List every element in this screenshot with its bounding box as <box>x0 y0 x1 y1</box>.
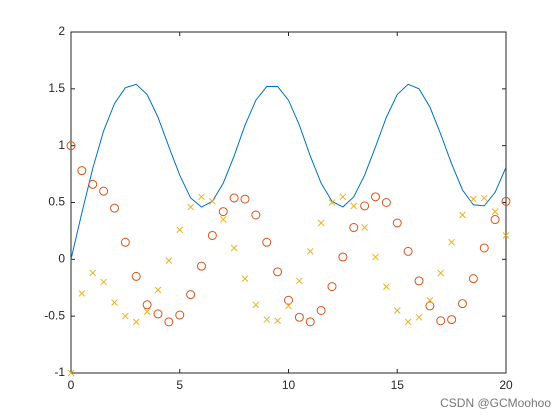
x-marker <box>437 269 445 277</box>
x-marker <box>100 278 107 286</box>
y-tick-label: 1.5 <box>48 81 65 95</box>
x-marker <box>165 257 173 264</box>
x-marker <box>274 317 281 325</box>
circle-marker <box>229 193 239 203</box>
x-marker <box>154 286 162 294</box>
circle-marker <box>327 282 337 292</box>
x-marker <box>448 238 455 246</box>
circle-marker <box>360 201 370 211</box>
circle-marker <box>251 210 261 220</box>
circle-marker <box>436 316 446 326</box>
circle-marker <box>175 310 185 320</box>
circle-marker <box>164 317 174 327</box>
circle-marker <box>142 300 152 310</box>
x-marker <box>383 283 390 290</box>
x-marker <box>122 312 129 320</box>
x-marker <box>480 194 488 202</box>
circle-marker <box>338 252 348 262</box>
x-marker <box>317 219 325 227</box>
circle-marker <box>392 218 402 228</box>
circle-marker <box>381 198 391 207</box>
x-marker <box>285 302 292 310</box>
y-tick-label: 2 <box>58 24 65 38</box>
x-marker <box>404 318 412 326</box>
circle-marker <box>468 274 478 284</box>
x-marker <box>241 275 249 283</box>
x-marker <box>426 296 434 304</box>
series-line <box>70 83 507 260</box>
x-marker <box>143 308 151 315</box>
x-tick-label: 15 <box>391 378 405 392</box>
x-tick-label: 20 <box>499 378 513 392</box>
circle-marker <box>349 223 359 233</box>
y-tick-label: 0 <box>58 252 65 266</box>
x-marker <box>252 301 260 309</box>
circle-marker <box>186 290 196 300</box>
x-marker <box>187 203 194 211</box>
circle-marker <box>273 267 283 277</box>
x-marker <box>361 224 368 231</box>
circle-marker <box>99 186 109 196</box>
x-marker <box>67 369 75 377</box>
x-marker <box>415 313 423 321</box>
x-marker <box>111 299 118 306</box>
circle-marker <box>284 295 293 305</box>
x-marker <box>372 253 379 261</box>
circle-marker <box>403 246 413 256</box>
circle-marker <box>240 194 250 204</box>
circle-marker <box>77 166 87 176</box>
x-marker <box>296 277 303 285</box>
circle-marker <box>425 301 435 311</box>
circle-marker <box>371 192 380 202</box>
circle-marker <box>316 305 326 315</box>
y-tick-label: 1 <box>58 138 65 152</box>
y-tick-label: -0.5 <box>44 308 65 322</box>
circle-marker <box>414 276 424 286</box>
circle-marker <box>458 299 467 309</box>
circle-marker <box>120 237 130 247</box>
x-marker <box>306 248 314 255</box>
x-marker <box>491 208 499 215</box>
x-tick-label: 5 <box>176 378 183 392</box>
y-tick-label: 0.5 <box>48 195 65 209</box>
x-marker <box>393 307 401 314</box>
circle-marker <box>110 203 119 213</box>
x-marker <box>132 318 140 326</box>
circle-marker <box>153 309 163 319</box>
circle-marker <box>218 207 228 217</box>
circle-marker <box>262 237 272 247</box>
circle-marker <box>490 215 500 225</box>
x-marker <box>176 226 184 234</box>
x-marker <box>198 193 205 201</box>
circle-marker <box>501 196 511 206</box>
circle-marker <box>207 230 217 240</box>
circle-marker <box>447 315 457 325</box>
circle-marker <box>88 179 98 189</box>
x-marker <box>328 199 336 206</box>
x-tick-label: 10 <box>282 378 296 392</box>
x-marker <box>230 244 238 252</box>
y-tick-label: -1 <box>54 365 65 379</box>
circle-marker <box>479 243 489 253</box>
x-marker <box>339 193 347 201</box>
x-marker <box>209 198 216 205</box>
circle-marker <box>197 261 206 271</box>
x-marker <box>263 316 271 323</box>
x-marker <box>219 216 227 223</box>
x-marker <box>502 232 510 239</box>
x-marker <box>89 269 97 277</box>
watermark: CSDN @GCMoohoo <box>440 396 551 410</box>
plot-area <box>70 31 507 374</box>
x-tick-label: 0 <box>68 378 75 392</box>
x-marker <box>470 195 477 203</box>
x-marker <box>78 290 86 297</box>
circle-marker <box>294 312 304 322</box>
circle-marker <box>305 317 315 327</box>
x-marker <box>459 211 466 219</box>
circle-marker <box>131 271 141 281</box>
circle-marker <box>66 141 76 151</box>
x-marker <box>350 202 358 210</box>
